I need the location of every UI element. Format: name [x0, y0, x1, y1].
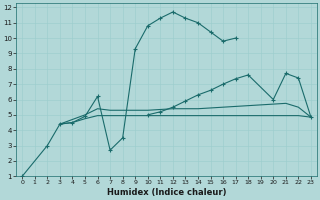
X-axis label: Humidex (Indice chaleur): Humidex (Indice chaleur): [107, 188, 226, 197]
